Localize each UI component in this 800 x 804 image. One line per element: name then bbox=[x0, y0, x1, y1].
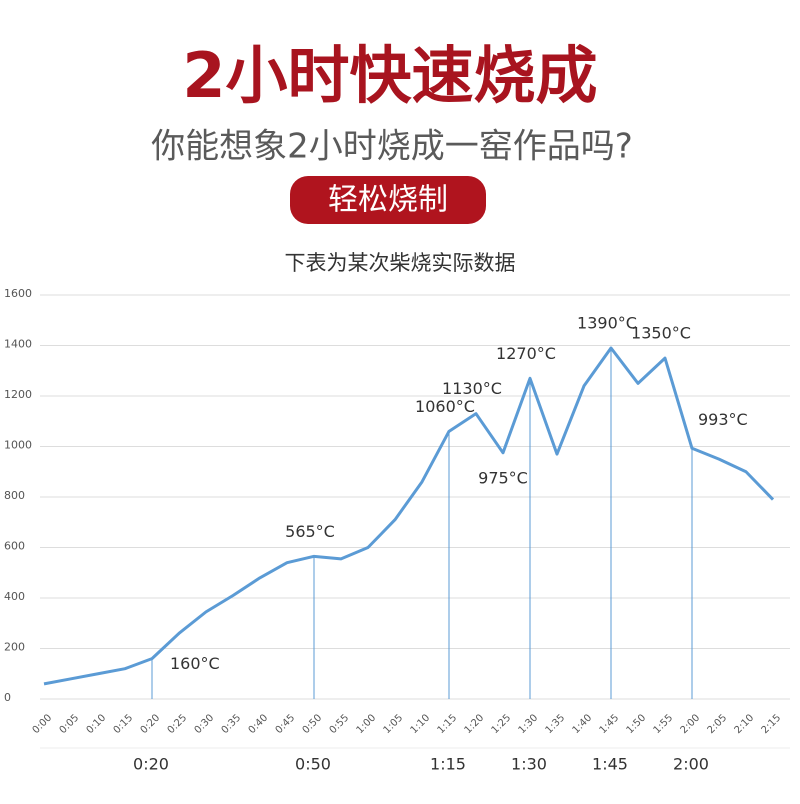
marker-label: 0:50 bbox=[295, 755, 331, 774]
marker-label: 2:00 bbox=[673, 755, 709, 774]
y-tick-label: 200 bbox=[4, 641, 25, 654]
data-label: 1350°C bbox=[631, 324, 691, 343]
y-tick-label: 1600 bbox=[4, 287, 32, 300]
y-tick-label: 0 bbox=[4, 691, 11, 704]
marker-label: 1:45 bbox=[592, 755, 628, 774]
data-label: 1390°C bbox=[577, 314, 637, 333]
button bbox=[290, 176, 486, 224]
y-tick-label: 1400 bbox=[4, 338, 32, 351]
title: 2小时快速烧成 bbox=[182, 39, 597, 112]
y-tick-label: 400 bbox=[4, 590, 25, 603]
data-label: 1270°C bbox=[496, 344, 556, 363]
y-tick-label: 600 bbox=[4, 540, 25, 553]
y-tick-label: 800 bbox=[4, 489, 25, 502]
data-label: 160°C bbox=[170, 654, 220, 673]
button-label: 轻松烧制 bbox=[328, 183, 448, 218]
marker-label: 1:30 bbox=[511, 755, 547, 774]
y-tick-label: 1000 bbox=[4, 439, 32, 452]
line-series bbox=[43, 346, 775, 686]
chart-title: 下表为某次柴烧实际数据 bbox=[285, 251, 516, 275]
data-label: 1130°C bbox=[442, 379, 502, 398]
data-label: 1060°C bbox=[415, 397, 475, 416]
y-tick-label: 1200 bbox=[4, 388, 32, 401]
data-label: 565°C bbox=[285, 522, 335, 541]
marker-label: 0:20 bbox=[133, 755, 169, 774]
subtitle: 你能想象2小时烧成一窑作品吗? bbox=[151, 127, 633, 167]
data-label: 975°C bbox=[478, 468, 528, 487]
marker-label: 1:15 bbox=[430, 755, 466, 774]
data-label: 993°C bbox=[698, 410, 748, 429]
